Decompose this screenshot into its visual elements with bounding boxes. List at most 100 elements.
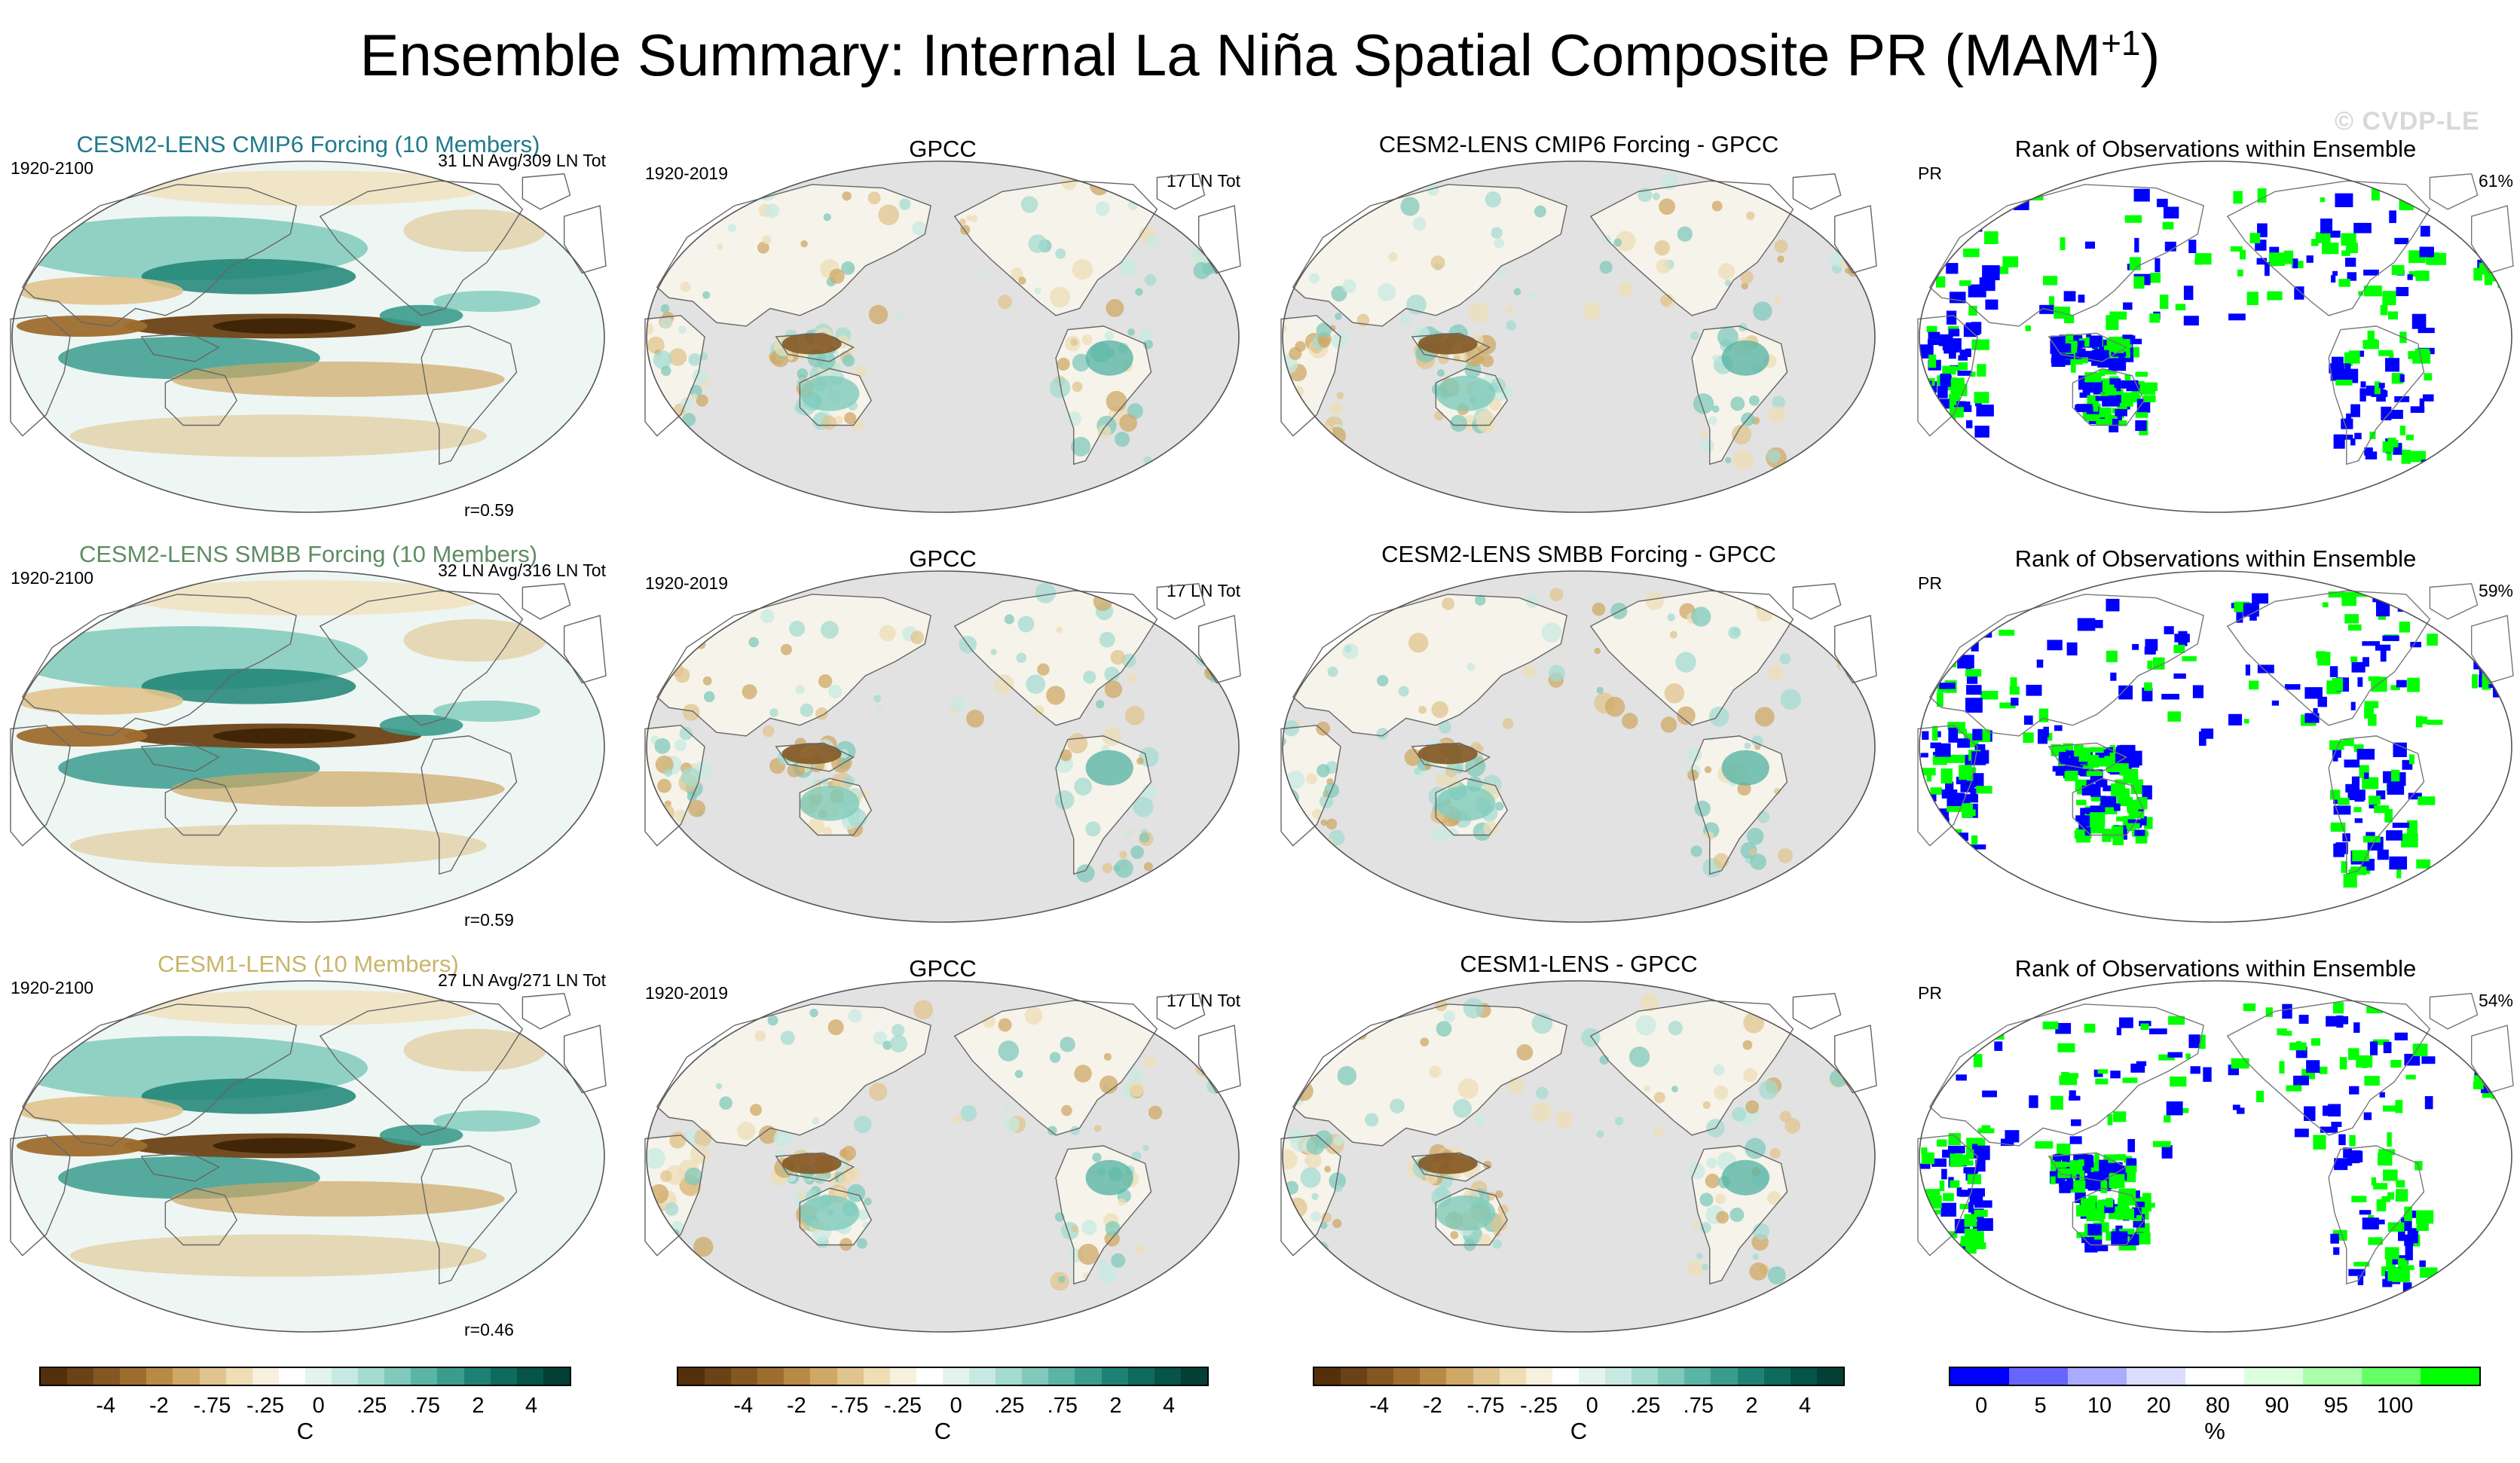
anomaly-cell [1675,652,1696,673]
colorbar-tick-label: .25 [356,1394,387,1418]
rank-cell [1953,835,1959,842]
colorbar-cell [1154,1368,1181,1385]
rank-cell [2330,370,2346,381]
rank-cell [1920,1239,1934,1247]
australia-wet [800,1195,860,1231]
rank_colorbar-colorbar-4: 0 5 10 20 80 90 95 100% [1949,1367,2481,1449]
rank-cell [2078,747,2091,762]
diff-field [1283,981,1875,1332]
rank-cell [2344,352,2353,366]
continent-asia [656,1003,931,1146]
colorbar-cell [1367,1368,1394,1385]
anomaly-cell [1457,1078,1479,1099]
rank-cell [2405,1245,2413,1260]
rank-cell [2131,1208,2142,1216]
rank-cell [2495,1035,2505,1043]
anomaly-cell [1057,357,1070,371]
rank-cell [2152,1141,2171,1147]
continent-greenland [1156,173,1206,210]
anomaly-cell [1119,851,1127,859]
colorbar-cell [1684,1368,1711,1385]
continent-greenland [1157,173,1205,209]
anomaly-cell [1182,1008,1195,1022]
rank-cell [2268,252,2286,267]
rank-cell [1966,685,1982,695]
rank-cell [2476,215,2490,224]
rank-cell [1968,1242,1986,1250]
anomaly-cell [1661,173,1678,191]
anomaly-cell [1743,1067,1757,1083]
anomaly-cell [1704,765,1712,774]
rank-cell [2362,340,2380,350]
anomaly-cell [1773,787,1781,795]
rank-cell [2366,1006,2383,1014]
rank-cell [2333,805,2351,815]
rank-cell [2167,1052,2183,1058]
rank-cell [2319,1066,2328,1074]
anomaly-cell [1154,173,1167,185]
anomaly-cell [1209,207,1222,221]
anomaly-cell [1232,1037,1239,1047]
anomaly-cell [1741,283,1748,290]
rank-cell [1992,1019,2005,1029]
anomaly-cell [891,1024,905,1037]
anomaly-cell [1749,1262,1768,1281]
anomaly-cell [1194,1036,1210,1051]
rank-cell [2023,732,2034,744]
anomaly-cell [814,1171,827,1184]
rank-cell [1974,392,1989,404]
rank-cell [2389,210,2396,224]
rank-cell [1929,827,1935,838]
obs-period: 1920-2019 [645,573,728,593]
rank-cell [2313,1135,2326,1150]
anomaly-cell [1218,636,1234,652]
rank-cell [2482,1065,2487,1076]
rank-cell [2055,1022,2072,1034]
anomaly-cell [1866,1025,1875,1042]
colorbar-tick-label: 2 [472,1394,485,1418]
anomaly-cell [1072,381,1083,392]
rank-cell [2076,799,2087,805]
rank-cell [2382,635,2399,641]
anomaly-cell [844,412,857,425]
wpac-wet-core [141,668,356,704]
rank-cell [2490,1042,2506,1055]
anomaly-cell [1745,1138,1766,1159]
anomaly-cell [1424,1171,1438,1185]
anomaly-cell [1784,1117,1801,1134]
colorbar-tick-label: 20 [2146,1394,2171,1418]
model-period: 1920-2100 [11,978,93,997]
anomaly-cell [843,354,855,367]
anomaly-cell [1376,728,1389,740]
rank-cell [2436,1004,2442,1009]
map-outline [1919,160,2512,513]
rank-cell [1943,431,1950,440]
amazon-wet [1721,1159,1769,1196]
rank-cell [2407,820,2418,835]
rank-cell [2378,615,2386,620]
anomaly-cell [1803,1000,1813,1011]
rank-cell [2437,192,2442,202]
rank-cell [2463,1004,2482,1013]
rank-cell [2183,316,2199,326]
rank-cell [2457,1004,2475,1016]
rank-cell [2000,1138,2014,1147]
continent-namerica [953,590,1158,726]
obs-counts: 17 LN Tot [1166,581,1240,600]
map-outline [11,160,605,513]
rank-cell [2363,772,2369,780]
rank-cell [1940,1202,1956,1217]
colorbar-cell [1180,1368,1207,1385]
continent-namerica [1589,590,1794,726]
continent-africa [1917,1135,1978,1257]
rank-percent: 59% [2478,581,2513,600]
rank-cell [2136,399,2151,413]
anomaly-cell [1142,1144,1149,1151]
anomaly-cell [773,1129,791,1148]
anomaly-cell [1210,1061,1219,1070]
rank-cell [1977,1128,1995,1134]
rank-cell [2387,1192,2395,1200]
anomaly-cell [1092,1153,1102,1162]
anomaly-cell [1316,721,1331,736]
anomaly-cell [754,1030,766,1042]
